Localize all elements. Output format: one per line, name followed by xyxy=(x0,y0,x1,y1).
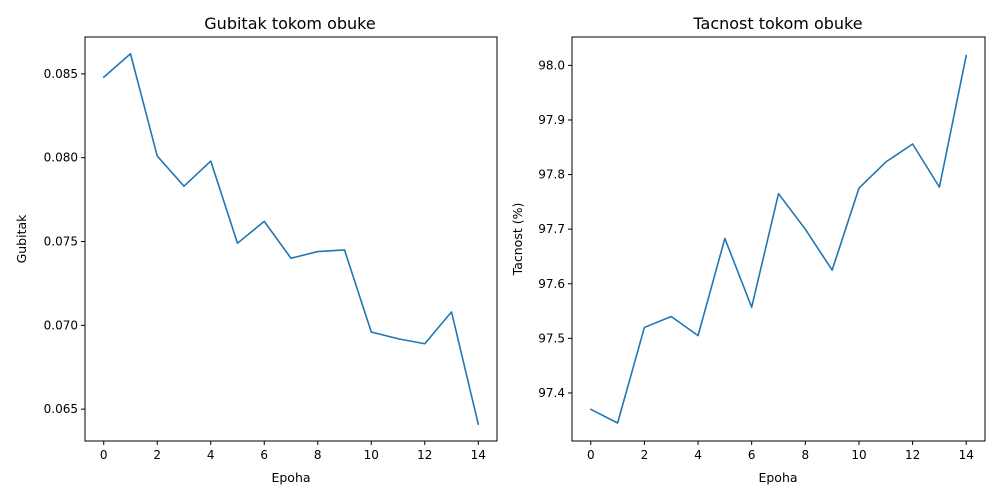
accuracy-chart: Tacnost tokom obuke 0 2 4 6 8 10 12 14 97.4 97.5… xyxy=(510,14,986,485)
y-tick-label: 97.5 xyxy=(538,331,565,345)
series-line xyxy=(589,54,968,424)
x-axis-label: Epoha xyxy=(271,470,310,485)
y-tick-label: 97.9 xyxy=(538,113,565,127)
x-tick-label: 10 xyxy=(851,448,866,462)
x-axis-label: Epoha xyxy=(758,470,797,485)
y-axis-label: Gubitak xyxy=(14,214,29,264)
x-tick-label: 10 xyxy=(364,448,379,462)
y-tick-label: 0.085 xyxy=(44,67,78,81)
x-tick-label: 8 xyxy=(314,448,322,462)
y-tick-label: 98.0 xyxy=(538,58,565,72)
series-group xyxy=(102,52,480,426)
x-axis: 0 2 4 6 8 10 12 14 xyxy=(100,441,486,462)
x-tick-label: 12 xyxy=(417,448,432,462)
x-tick-label: 14 xyxy=(471,448,486,462)
y-axis-label: Tacnost (%) xyxy=(510,203,525,277)
x-tick-label: 4 xyxy=(694,448,702,462)
x-axis: 0 2 4 6 8 10 12 14 xyxy=(587,441,974,462)
chart-title: Tacnost tokom obuke xyxy=(692,14,862,33)
x-tick-label: 0 xyxy=(587,448,595,462)
y-axis: 97.4 97.5 97.6 97.7 97.8 97.9 98.0 xyxy=(538,58,572,400)
x-tick-label: 4 xyxy=(207,448,215,462)
y-tick-label: 97.6 xyxy=(538,277,565,291)
x-tick-label: 6 xyxy=(748,448,756,462)
series-group xyxy=(589,54,968,424)
plot-area-frame xyxy=(571,36,986,442)
chart-title: Gubitak tokom obuke xyxy=(204,14,375,33)
y-tick-label: 0.080 xyxy=(44,151,78,165)
y-tick-label: 97.8 xyxy=(538,168,565,182)
y-tick-label: 0.070 xyxy=(44,318,78,332)
y-axis: 0.065 0.070 0.075 0.080 0.085 xyxy=(44,67,85,416)
loss-chart: Gubitak tokom obuke 0 2 4 6 8 10 12 14 0.0650.0… xyxy=(14,14,498,485)
x-tick-label: 2 xyxy=(153,448,161,462)
y-tick-label: 97.7 xyxy=(538,222,565,236)
x-tick-label: 2 xyxy=(641,448,649,462)
x-tick-label: 0 xyxy=(100,448,108,462)
x-tick-label: 12 xyxy=(905,448,920,462)
series-line xyxy=(102,52,480,426)
y-tick-label: 0.075 xyxy=(44,235,78,249)
x-tick-label: 14 xyxy=(959,448,974,462)
y-tick-label: 97.4 xyxy=(538,386,565,400)
x-tick-label: 6 xyxy=(260,448,268,462)
x-tick-label: 8 xyxy=(801,448,809,462)
y-tick-label: 0.065 xyxy=(44,402,78,416)
plot-area-frame xyxy=(84,36,498,442)
